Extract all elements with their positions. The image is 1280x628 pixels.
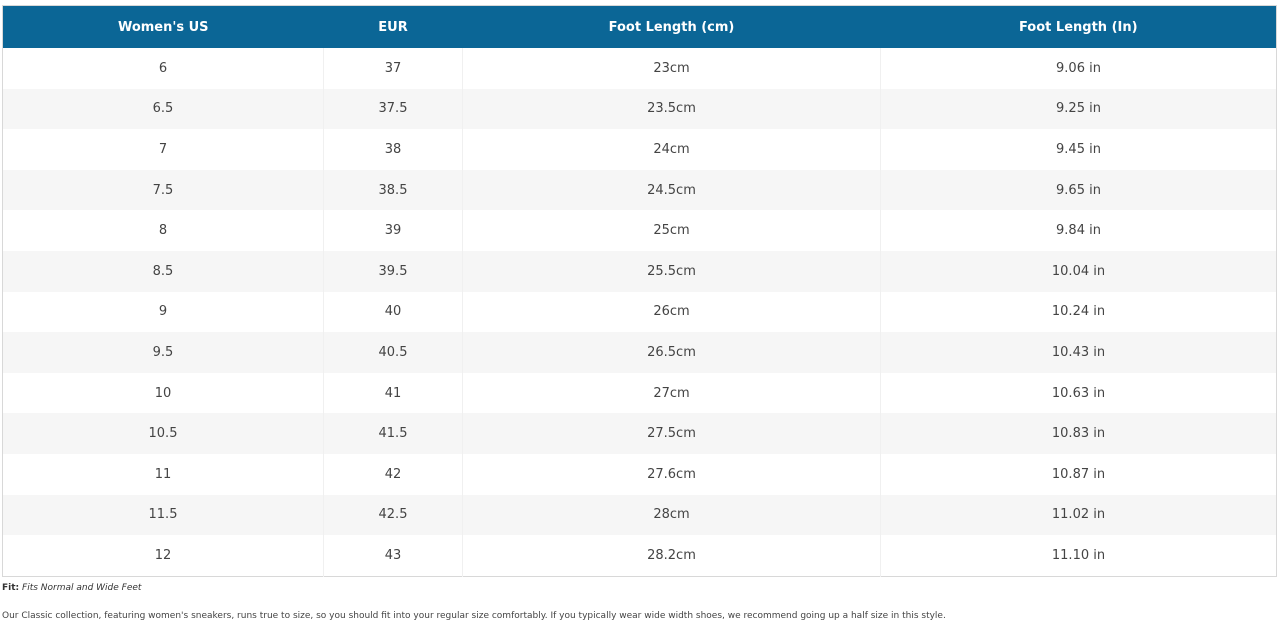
table-cell: 10.04 in bbox=[880, 250, 1277, 292]
table-cell: 38 bbox=[323, 129, 463, 170]
description: Our Classic collection, featuring women'… bbox=[2, 611, 946, 621]
header-cell: Foot Length (In) bbox=[880, 5, 1277, 48]
table-cell: 11 bbox=[154, 466, 172, 482]
table-cell: 11.10 in bbox=[880, 535, 1277, 577]
table-row: 11 42 27.6cm 10.87 in bbox=[3, 453, 1277, 495]
table-cell: 26cm bbox=[462, 291, 881, 333]
table-cell: 25.5cm bbox=[462, 250, 881, 292]
table-cell: 9.5 bbox=[2, 332, 324, 373]
table-cell: 39 bbox=[323, 210, 463, 251]
table-body: 6 37 23cm 9.06 in 6.5 37.5 23.5cm 9.25 in 7 38 24c… bbox=[2, 48, 1277, 577]
table-cell: 9.65 in bbox=[880, 169, 1277, 211]
header-cell: EUR bbox=[323, 5, 463, 48]
header-row: Women's US EUR Foot Length (cm) Foot Length… bbox=[2, 5, 1277, 48]
table-cell: 10.5 bbox=[2, 413, 324, 454]
table-cell: 10 bbox=[154, 385, 172, 401]
table-cell: 10.24 in bbox=[880, 291, 1277, 333]
table-cell: 37.5 bbox=[323, 88, 463, 130]
table-cell: 26.5cm bbox=[462, 332, 881, 373]
table-cell: 10.87 in bbox=[880, 453, 1277, 495]
table-cell: 27.5cm bbox=[462, 413, 881, 454]
table-cell: 6 bbox=[158, 60, 168, 76]
table-cell: 39.5 bbox=[323, 250, 463, 292]
table-cell: 43 bbox=[323, 535, 463, 577]
fit-text: Fits Normal and Wide Feet bbox=[22, 583, 142, 593]
table-cell: 7.5 bbox=[2, 169, 324, 211]
table-cell: 42 bbox=[323, 453, 463, 495]
table-cell: 9.25 in bbox=[880, 88, 1277, 130]
table-cell: 9.84 in bbox=[880, 210, 1277, 251]
table-cell: 38.5 bbox=[323, 169, 463, 211]
table-row: 9 40 26cm 10.24 in bbox=[3, 291, 1277, 333]
header-cell: Foot Length (cm) bbox=[462, 5, 881, 48]
table-row: 8 39 25cm 9.84 in bbox=[3, 210, 1277, 251]
table-row: 9.5 40.5 26.5cm 10.43 in bbox=[2, 332, 1277, 373]
table-row: 6.5 37.5 23.5cm 9.25 in bbox=[2, 88, 1277, 130]
table-cell: 9 bbox=[158, 304, 168, 320]
table-cell: 41 bbox=[323, 372, 463, 414]
table-cell: 8 bbox=[158, 223, 168, 239]
table-cell: 9.06 in bbox=[880, 48, 1277, 89]
table-cell: 12 bbox=[154, 547, 172, 563]
fit-note: Fit: Fits Normal and Wide Feet bbox=[2, 583, 141, 593]
table-row: 6 37 23cm 9.06 in bbox=[3, 48, 1277, 89]
table-cell: 27.6cm bbox=[462, 453, 881, 495]
table-cell: 40 bbox=[323, 291, 463, 333]
table-cell: 23.5cm bbox=[462, 88, 881, 130]
table-cell: 7 bbox=[158, 141, 168, 157]
table-cell: 11.5 bbox=[2, 494, 324, 536]
table-row: 7 38 24cm 9.45 in bbox=[3, 129, 1277, 170]
table-cell: 8.5 bbox=[2, 250, 324, 292]
table-cell: 10.63 in bbox=[880, 372, 1277, 414]
table-cell: 41.5 bbox=[323, 413, 463, 454]
table-cell: 28cm bbox=[462, 494, 881, 536]
table-row: 11.5 42.5 28cm 11.02 in bbox=[2, 494, 1277, 536]
table-cell: 23cm bbox=[462, 48, 881, 89]
table-cell: 11.02 in bbox=[880, 494, 1277, 536]
table-row: 10.5 41.5 27.5cm 10.83 in bbox=[2, 413, 1277, 454]
table-cell: 9.45 in bbox=[880, 129, 1277, 170]
header-cell: Women's US bbox=[2, 5, 324, 48]
table-row: 7.5 38.5 24.5cm 9.65 in bbox=[2, 169, 1277, 211]
table-row: 12 43 28.2cm 11.10 in bbox=[3, 535, 1277, 577]
fit-label: Fit: bbox=[2, 583, 20, 593]
table-cell: 27cm bbox=[462, 372, 881, 414]
table-row: 10 41 27cm 10.63 in bbox=[3, 372, 1277, 414]
table-cell: 37 bbox=[323, 48, 463, 89]
table-cell: 6.5 bbox=[2, 88, 324, 130]
table-cell: 24.5cm bbox=[462, 169, 881, 211]
table-cell: 10.83 in bbox=[880, 413, 1277, 454]
table-cell: 40.5 bbox=[323, 332, 463, 373]
table-row: 8.5 39.5 25.5cm 10.04 in bbox=[2, 250, 1277, 292]
table-cell: 10.43 in bbox=[880, 332, 1277, 373]
table-cell: 24cm bbox=[462, 129, 881, 170]
table-cell: 25cm bbox=[462, 210, 881, 251]
table-cell: 28.2cm bbox=[462, 535, 881, 577]
size-table: Women's US EUR Foot Length (cm) Foot Length… bbox=[2, 5, 1277, 577]
table-cell: 42.5 bbox=[323, 494, 463, 536]
